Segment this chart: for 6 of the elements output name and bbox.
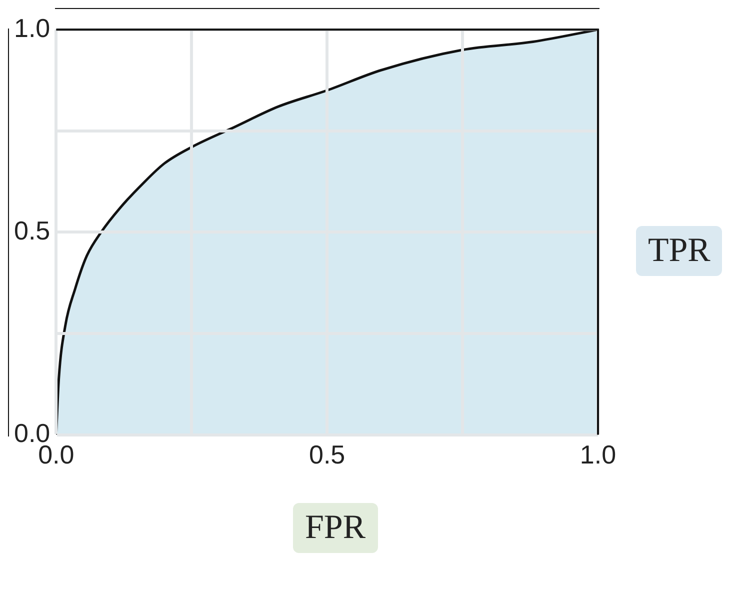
x-tick-label: 1.0 — [580, 440, 616, 470]
y-tick-label: 1.0 — [14, 12, 50, 43]
x-axis-title: FPR — [293, 503, 378, 553]
x-tick-label: 0.5 — [308, 440, 346, 470]
y-axis-title: TPR — [636, 226, 722, 276]
y-tick-label: 0.5 — [14, 215, 50, 246]
